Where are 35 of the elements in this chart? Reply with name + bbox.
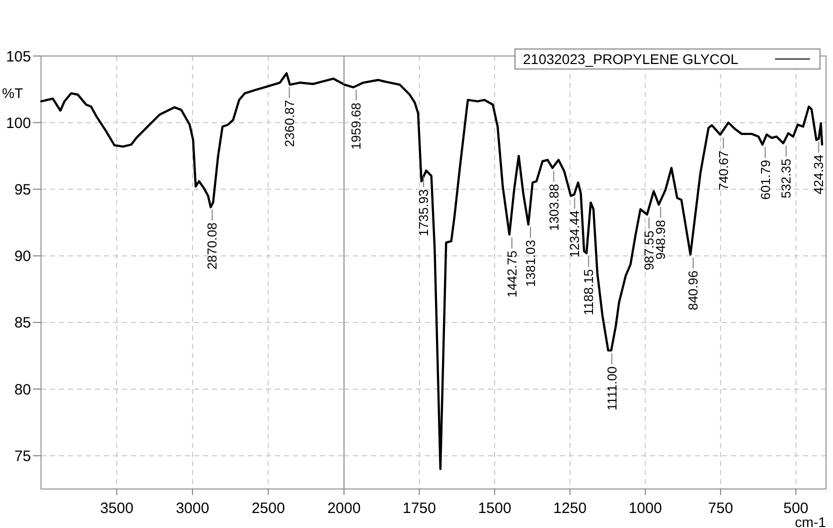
annotation: 740.67: [716, 150, 731, 190]
x-tick-label: 1000: [628, 500, 662, 517]
annotation: 1735.93: [416, 189, 432, 236]
y-tick-label: 75: [14, 448, 31, 465]
x-tick-label: 1250: [553, 500, 587, 517]
x-tick-label: 3000: [176, 500, 210, 517]
x-tick-label: 3500: [100, 500, 134, 517]
y-tick-label: 90: [14, 248, 31, 266]
annotation: 1959.68: [348, 102, 364, 150]
annotation: 1442.75: [504, 250, 520, 298]
annotation: 1188.15: [581, 269, 596, 316]
x-tick-label: 2000: [327, 500, 361, 517]
annotation: 1381.03: [523, 240, 538, 287]
x-tick-label: 2500: [252, 500, 285, 517]
annotation: 1111.00: [604, 366, 620, 411]
annotation: 2360.87: [282, 100, 297, 147]
annotation: 601.79: [758, 160, 773, 200]
x-tick-label: 1750: [402, 500, 436, 517]
x-tick-label: 1500: [478, 500, 512, 517]
annotation: 424.34: [811, 154, 826, 194]
x-tick-label: 750: [708, 500, 734, 517]
x-tick-label: 500: [783, 500, 808, 517]
annotation: 2870.08: [204, 222, 220, 270]
y-tick-label: 85: [14, 314, 31, 332]
legend: 21032023_PROPYLENE GLYCOL: [514, 48, 820, 70]
annotation: 532.35: [778, 158, 794, 198]
annotation: 840.96: [686, 270, 701, 310]
annotation: 1234.44: [567, 210, 582, 258]
y-axis-title: %T: [2, 85, 24, 101]
y-tick-label: 100: [6, 114, 31, 132]
y-tick-label: 95: [14, 181, 31, 198]
y-tick-label: 80: [14, 381, 31, 398]
annotation: 1303.88: [546, 184, 562, 231]
x-axis-title: cm-1: [794, 514, 826, 528]
y-tick-label: 105: [6, 48, 31, 66]
